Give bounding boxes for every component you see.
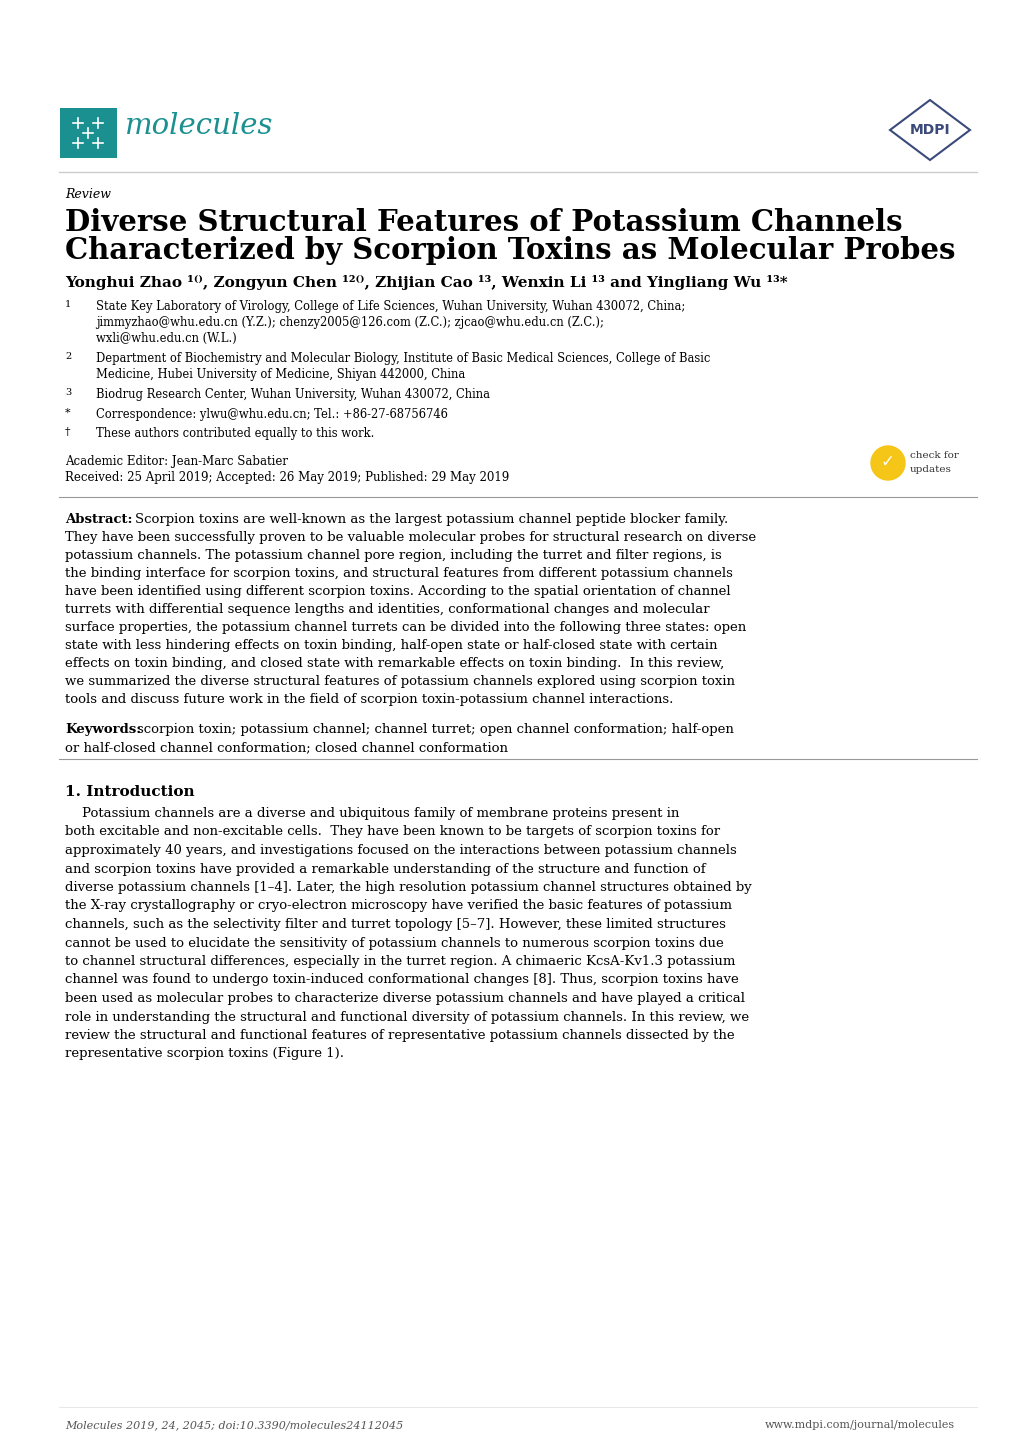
Text: review the structural and functional features of representative potassium channe: review the structural and functional fea… xyxy=(65,1030,734,1043)
Text: scorpion toxin; potassium channel; channel turret; open channel conformation; ha: scorpion toxin; potassium channel; chann… xyxy=(137,722,733,735)
Text: 3: 3 xyxy=(65,388,71,397)
Text: Biodrug Research Center, Wuhan University, Wuhan 430072, China: Biodrug Research Center, Wuhan Universit… xyxy=(96,388,489,401)
Text: Diverse Structural Features of Potassium Channels: Diverse Structural Features of Potassium… xyxy=(65,208,902,236)
Text: These authors contributed equally to this work.: These authors contributed equally to thi… xyxy=(96,427,374,440)
Text: MDPI: MDPI xyxy=(909,123,950,137)
Text: turrets with differential sequence lengths and identities, conformational change: turrets with differential sequence lengt… xyxy=(65,603,709,616)
Text: surface properties, the potassium channel turrets can be divided into the follow: surface properties, the potassium channe… xyxy=(65,622,746,634)
Text: channel was found to undergo toxin-induced conformational changes [8]. Thus, sco: channel was found to undergo toxin-induc… xyxy=(65,973,738,986)
Text: channels, such as the selectivity filter and turret topology [5–7]. However, the: channels, such as the selectivity filter… xyxy=(65,919,726,932)
Text: Characterized by Scorpion Toxins as Molecular Probes: Characterized by Scorpion Toxins as Mole… xyxy=(65,236,955,265)
Text: Molecules 2019, 24, 2045; doi:10.3390/molecules24112045: Molecules 2019, 24, 2045; doi:10.3390/mo… xyxy=(65,1420,403,1430)
Text: *: * xyxy=(65,408,70,418)
FancyBboxPatch shape xyxy=(60,108,117,159)
Text: updates: updates xyxy=(909,466,951,474)
Text: Potassium channels are a diverse and ubiquitous family of membrane proteins pres: Potassium channels are a diverse and ubi… xyxy=(65,808,679,820)
Text: Keywords:: Keywords: xyxy=(65,722,141,735)
Text: They have been successfully proven to be valuable molecular probes for structura: They have been successfully proven to be… xyxy=(65,531,755,544)
Text: the binding interface for scorpion toxins, and structural features from differen: the binding interface for scorpion toxin… xyxy=(65,567,733,580)
Text: Yonghui Zhao ¹⁽⁾, Zongyun Chen ¹²⁽⁾, Zhijian Cao ¹³, Wenxin Li ¹³ and Yingliang : Yonghui Zhao ¹⁽⁾, Zongyun Chen ¹²⁽⁾, Zhi… xyxy=(65,275,787,290)
Text: approximately 40 years, and investigations focused on the interactions between p: approximately 40 years, and investigatio… xyxy=(65,844,736,857)
Text: Medicine, Hubei University of Medicine, Shiyan 442000, China: Medicine, Hubei University of Medicine, … xyxy=(96,368,465,381)
Text: check for: check for xyxy=(909,451,958,460)
Text: Received: 25 April 2019; Accepted: 26 May 2019; Published: 29 May 2019: Received: 25 April 2019; Accepted: 26 Ma… xyxy=(65,472,508,485)
Text: to channel structural differences, especially in the turret region. A chimaeric : to channel structural differences, espec… xyxy=(65,955,735,968)
Text: the X-ray crystallography or cryo-electron microscopy have verified the basic fe: the X-ray crystallography or cryo-electr… xyxy=(65,900,732,913)
Text: or half-closed channel conformation; closed channel conformation: or half-closed channel conformation; clo… xyxy=(65,741,507,754)
Text: 2: 2 xyxy=(65,352,71,360)
Text: 1. Introduction: 1. Introduction xyxy=(65,784,195,799)
Text: have been identified using different scorpion toxins. According to the spatial o: have been identified using different sco… xyxy=(65,585,730,598)
Text: representative scorpion toxins (Figure 1).: representative scorpion toxins (Figure 1… xyxy=(65,1047,343,1060)
Text: wxli@whu.edu.cn (W.L.): wxli@whu.edu.cn (W.L.) xyxy=(96,332,236,345)
Text: molecules: molecules xyxy=(125,112,273,140)
Text: †: † xyxy=(65,427,70,437)
Text: both excitable and non-excitable cells.  They have been known to be targets of s: both excitable and non-excitable cells. … xyxy=(65,825,719,838)
Text: been used as molecular probes to characterize diverse potassium channels and hav: been used as molecular probes to charact… xyxy=(65,992,744,1005)
Text: diverse potassium channels [1–4]. Later, the high resolution potassium channel s: diverse potassium channels [1–4]. Later,… xyxy=(65,881,751,894)
Text: and scorpion toxins have provided a remarkable understanding of the structure an: and scorpion toxins have provided a rema… xyxy=(65,862,705,875)
Text: role in understanding the structural and functional diversity of potassium chann: role in understanding the structural and… xyxy=(65,1011,748,1024)
Text: potassium channels. The potassium channel pore region, including the turret and : potassium channels. The potassium channe… xyxy=(65,549,721,562)
Text: state with less hindering effects on toxin binding, half-open state or half-clos: state with less hindering effects on tox… xyxy=(65,639,716,652)
Text: Department of Biochemistry and Molecular Biology, Institute of Basic Medical Sci: Department of Biochemistry and Molecular… xyxy=(96,352,709,365)
Text: Abstract:: Abstract: xyxy=(65,513,132,526)
Text: State Key Laboratory of Virology, College of Life Sciences, Wuhan University, Wu: State Key Laboratory of Virology, Colleg… xyxy=(96,300,685,313)
Text: effects on toxin binding, and closed state with remarkable effects on toxin bind: effects on toxin binding, and closed sta… xyxy=(65,658,723,671)
Text: cannot be used to elucidate the sensitivity of potassium channels to numerous sc: cannot be used to elucidate the sensitiv… xyxy=(65,936,723,949)
Circle shape xyxy=(870,446,904,480)
Text: tools and discuss future work in the field of scorpion toxin-potassium channel i: tools and discuss future work in the fie… xyxy=(65,694,673,707)
Text: Review: Review xyxy=(65,187,111,200)
Text: ✓: ✓ xyxy=(879,453,893,472)
Text: Correspondence: ylwu@whu.edu.cn; Tel.: +86-27-68756746: Correspondence: ylwu@whu.edu.cn; Tel.: +… xyxy=(96,408,447,421)
Text: Academic Editor: Jean-Marc Sabatier: Academic Editor: Jean-Marc Sabatier xyxy=(65,456,287,469)
Text: 1: 1 xyxy=(65,300,71,309)
Text: Scorpion toxins are well-known as the largest potassium channel peptide blocker : Scorpion toxins are well-known as the la… xyxy=(135,513,728,526)
Text: www.mdpi.com/journal/molecules: www.mdpi.com/journal/molecules xyxy=(764,1420,954,1430)
Text: jimmyzhao@whu.edu.cn (Y.Z.); chenzy2005@126.com (Z.C.); zjcao@whu.edu.cn (Z.C.);: jimmyzhao@whu.edu.cn (Y.Z.); chenzy2005@… xyxy=(96,316,603,329)
Text: we summarized the diverse structural features of potassium channels explored usi: we summarized the diverse structural fea… xyxy=(65,675,735,688)
